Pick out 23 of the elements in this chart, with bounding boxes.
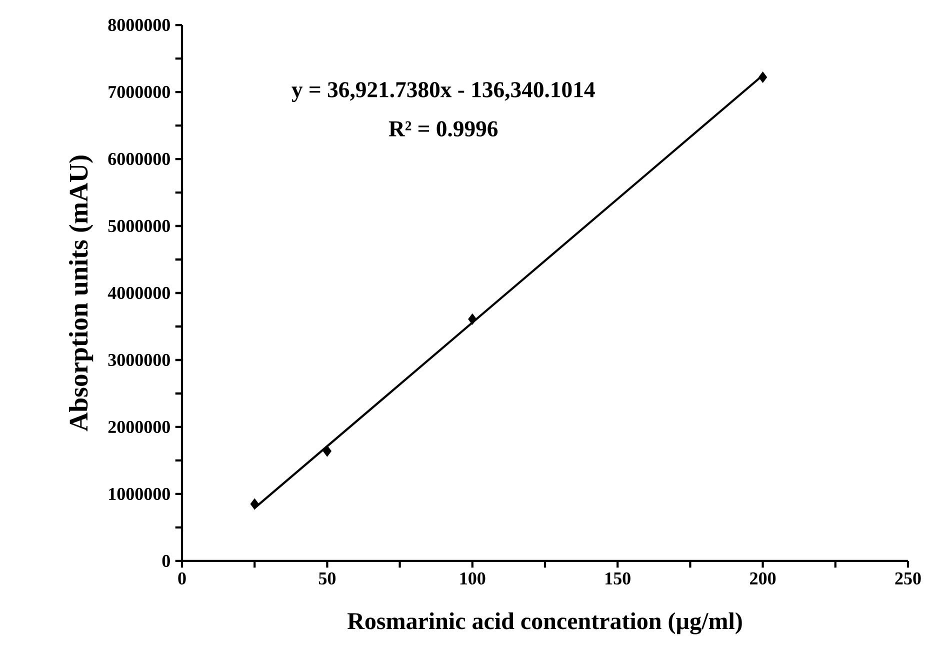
- x-axis-title: Rosmarinic acid concentration (µg/ml): [348, 612, 742, 634]
- x-tick-label: 200: [750, 572, 776, 585]
- y-tick-label: 1000000: [109, 488, 170, 500]
- y-tick-label: 2000000: [108, 420, 170, 434]
- y-tick-label: 0: [162, 554, 170, 568]
- point: [250, 498, 259, 510]
- point: [322, 446, 332, 457]
- y-axis-title: Absorption units (mAU): [68, 156, 94, 432]
- point: [468, 314, 477, 325]
- x-tick-label: 0: [178, 572, 186, 585]
- point: [758, 72, 768, 83]
- y-tick-label: 3000000: [108, 354, 170, 366]
- x-tick-label: 100: [460, 572, 486, 585]
- annotation: R² = 0.9996: [388, 121, 498, 137]
- x-tick-label: 150: [606, 572, 630, 585]
- annotation: y = 36,921.7380x - 136,340.1014: [292, 82, 595, 102]
- y-tick-label: 6000000: [108, 152, 170, 166]
- y-tick-label: 4000000: [108, 286, 170, 300]
- y-tick-label: 5000000: [108, 220, 170, 232]
- y-tick-label: 7000000: [108, 86, 170, 98]
- x-tick-label: 50: [318, 572, 336, 585]
- y-tick-label: 8000000: [108, 18, 170, 32]
- x-tick-label: 250: [895, 572, 921, 585]
